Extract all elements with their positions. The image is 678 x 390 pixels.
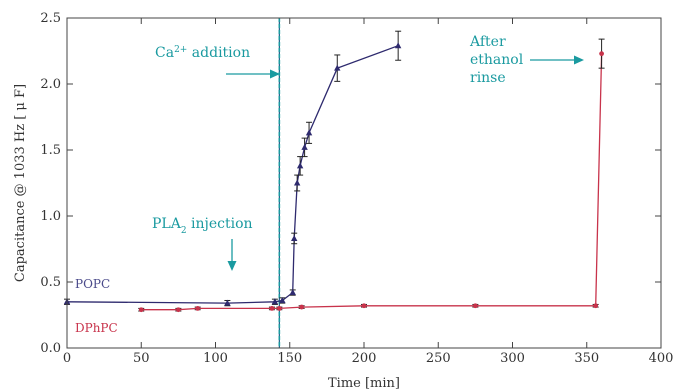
x-tick-label: 50 [133, 351, 150, 366]
data-point-dphpc [593, 303, 599, 309]
data-point-popc [289, 289, 296, 296]
plot-area [63, 18, 605, 348]
y-tick-label: 2.5 [40, 11, 61, 26]
data-point-popc [296, 162, 304, 169]
data-point-popc [334, 64, 341, 71]
series-line-dphpc [141, 53, 603, 311]
ethanol-rinse-label-line2: ethanol [470, 52, 524, 68]
data-point-dphpc [175, 307, 181, 313]
pla2-injection-label: PLA2 injection [152, 216, 253, 236]
data-point-popc [224, 299, 231, 306]
x-tick-label: 350 [574, 351, 599, 366]
x-axis-title: Time [min] [328, 376, 400, 390]
series-label-popc: POPC [75, 277, 110, 291]
data-point-popc [271, 298, 279, 305]
ca-addition-arrow [226, 69, 280, 79]
x-tick-label: 150 [277, 351, 302, 366]
x-tick-label: 0 [63, 351, 71, 366]
data-point-dphpc [599, 51, 604, 57]
ethanol-rinse-arrow [530, 55, 584, 65]
y-axis-title: Capacitance @ 1033 Hz [ μ F] [13, 84, 28, 282]
data-point-dphpc [276, 306, 282, 311]
y-tick-label: 1.0 [40, 209, 61, 224]
x-tick-label: 400 [649, 351, 674, 366]
data-point-popc [301, 143, 308, 150]
data-point-popc [394, 42, 402, 49]
data-point-dphpc [472, 303, 478, 309]
series-label-dphpc: DPhPC [75, 321, 118, 335]
data-point-popc [293, 179, 301, 186]
data-point-popc [279, 296, 286, 303]
data-point-dphpc [299, 304, 305, 310]
data-point-dphpc [138, 307, 144, 313]
data-point-dphpc [195, 306, 201, 311]
y-tick-label: 2.0 [40, 77, 61, 92]
y-tick-label: 0.5 [40, 275, 61, 290]
data-point-popc [291, 234, 298, 241]
data-point-dphpc [269, 306, 275, 311]
annotations: Ca2+ addition PLA2 injection After ethan… [75, 34, 584, 335]
ca-addition-label: Ca2+ addition [155, 45, 250, 61]
y-tick-label: 1.5 [40, 143, 61, 158]
data-point-dphpc [361, 303, 367, 309]
axes: 0 50 100 150 200 250 300 350 400 0.0 0.5 1.0 1.5 2.0 2… [13, 11, 673, 390]
y-tick-label: 0.0 [40, 341, 61, 356]
pla2-injection-arrow [227, 239, 237, 271]
ethanol-rinse-label-line3: rinse [470, 70, 506, 86]
x-tick-label: 250 [426, 351, 451, 366]
x-tick-label: 100 [203, 351, 228, 366]
x-tick-label: 200 [352, 351, 377, 366]
series-line-popc [66, 45, 399, 304]
x-tick-label: 300 [500, 351, 525, 366]
plot-frame [66, 17, 662, 349]
ethanol-rinse-label-line1: After [469, 34, 506, 50]
data-point-popc [305, 129, 313, 136]
